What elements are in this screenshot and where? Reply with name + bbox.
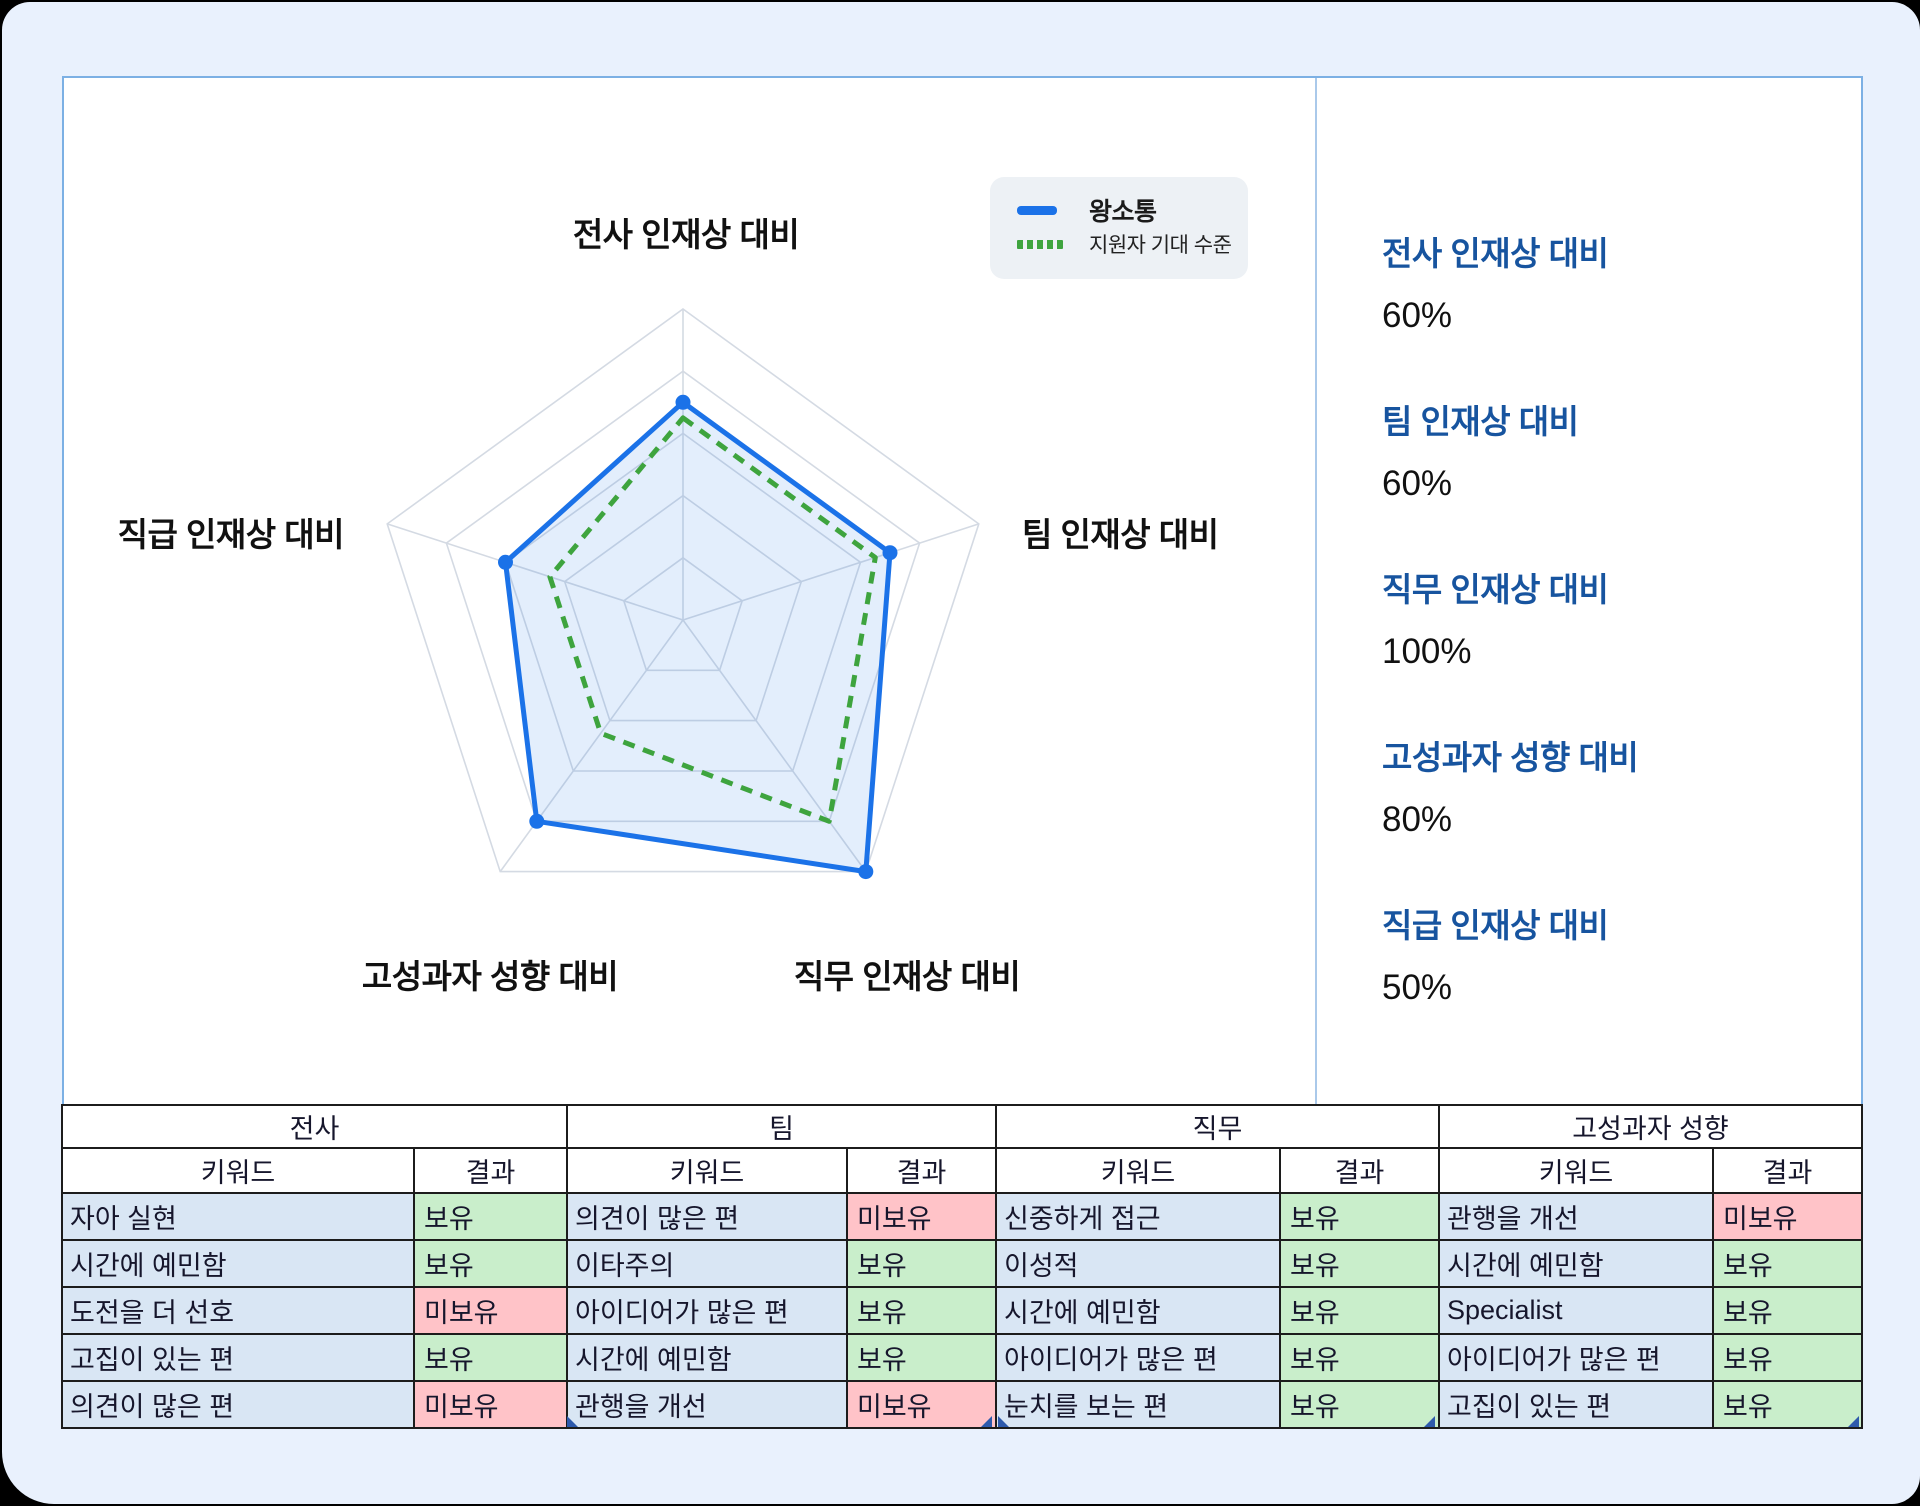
legend-item-expected[interactable]: 지원자 기대 수준 [1017,227,1248,261]
summary-value-rank: 50% [1382,968,1453,1007]
table-result-header: 결과 [1714,1149,1863,1194]
expected-line-swatch-icon [1017,239,1063,249]
table-keyword-cell: 이타주의 [568,1241,848,1288]
table-group-title: 고성과자 성향 [1440,1106,1863,1149]
summary-label-rank: 직급 인재상 대비 [1382,907,1609,944]
table-result-cell: 보유 [1281,1335,1440,1382]
summary-label-job: 직무 인재상 대비 [1382,571,1609,608]
table-keyword-cell: 관행을 개선 [568,1382,848,1429]
table-result-cell: 보유 [1281,1194,1440,1241]
table-keyword-header: 키워드 [568,1149,848,1194]
keyword-result-table: 전사 키워드 결과 자아 실현 보유 시간에 예민함 보유 도전을 더 선호 미보유 고집이 있는… [61,1104,1863,1429]
table-keyword-cell: 시간에 예민함 [1440,1241,1714,1288]
summary-label-company: 전사 인재상 대비 [1382,235,1609,272]
table-keyword-cell: 이성적 [997,1241,1281,1288]
summary-value-job: 100% [1382,632,1472,671]
table-result-cell: 미보유 [415,1382,568,1429]
table-group-title: 팀 [568,1106,997,1149]
table-keyword-header: 키워드 [997,1149,1281,1194]
cell-corner-mark [567,1416,578,1427]
summary-label-high-performer: 고성과자 성향 대비 [1382,739,1639,776]
table-keyword-cell: 자아 실현 [63,1194,415,1241]
table-result-cell: 보유 [1714,1241,1863,1288]
panel-divider [1315,78,1317,1104]
chart-legend: 왕소통 지원자 기대 수준 [990,177,1248,279]
summary-value-high-performer: 80% [1382,800,1453,839]
table-result-cell: 보유 [848,1335,997,1382]
table-keyword-cell: Specialist [1440,1288,1714,1335]
table-result-cell: 미보유 [1714,1194,1863,1241]
legend-candidate-label: 왕소통 [1089,198,1157,226]
radar-axis-team: 팀 인재상 대비 [1022,516,1219,553]
table-result-cell: 보유 [1281,1241,1440,1288]
summary-value-team: 60% [1382,464,1453,503]
table-result-cell: 미보유 [415,1288,568,1335]
table-keyword-cell: 눈치를 보는 편 [997,1382,1281,1429]
table-keyword-cell: 시간에 예민함 [63,1241,415,1288]
cell-corner-mark [1424,1416,1435,1427]
legend-expected-label: 지원자 기대 수준 [1089,234,1232,257]
candidate-line-swatch-icon [1017,205,1057,215]
table-result-cell: 보유 [415,1194,568,1241]
cell-corner-mark [998,1416,1009,1427]
table-keyword-header: 키워드 [1440,1149,1714,1194]
table-keyword-cell: 신중하게 접근 [997,1194,1281,1241]
table-keyword-cell: 아이디어가 많은 편 [997,1335,1281,1382]
legend-item-candidate[interactable]: 왕소통 [1017,193,1248,227]
table-result-header: 결과 [848,1149,997,1194]
table-result-cell: 보유 [848,1288,997,1335]
table-result-cell: 보유 [1714,1382,1863,1429]
table-keyword-cell: 아이디어가 많은 편 [568,1288,848,1335]
table-keyword-cell: 관행을 개선 [1440,1194,1714,1241]
table-result-cell: 보유 [415,1241,568,1288]
table-result-cell: 보유 [1714,1335,1863,1382]
table-result-header: 결과 [1281,1149,1440,1194]
table-group-title: 전사 [63,1106,568,1149]
table-keyword-cell: 의견이 많은 편 [568,1194,848,1241]
table-keyword-cell: 의견이 많은 편 [63,1382,415,1429]
table-result-header: 결과 [415,1149,568,1194]
cell-corner-mark [1848,1416,1859,1427]
table-result-cell: 보유 [1281,1288,1440,1335]
radar-axis-high-performer: 고성과자 성향 대비 [361,958,619,995]
table-group-title: 직무 [997,1106,1440,1149]
cell-corner-mark [981,1416,992,1427]
table-result-cell: 미보유 [848,1382,997,1429]
summary-value-company: 60% [1382,296,1453,335]
table-keyword-cell: 시간에 예민함 [997,1288,1281,1335]
table-keyword-cell: 도전을 더 선호 [63,1288,415,1335]
table-keyword-header: 키워드 [63,1149,415,1194]
table-result-cell: 보유 [1281,1382,1440,1429]
summary-label-team: 팀 인재상 대비 [1382,403,1579,440]
table-result-cell: 보유 [1714,1288,1863,1335]
table-keyword-cell: 고집이 있는 편 [1440,1382,1714,1429]
radar-axis-rank: 직급 인재상 대비 [117,516,345,553]
table-keyword-cell: 고집이 있는 편 [63,1335,415,1382]
table-result-cell: 보유 [848,1241,997,1288]
table-keyword-cell: 시간에 예민함 [568,1335,848,1382]
table-keyword-cell: 아이디어가 많은 편 [1440,1335,1714,1382]
radar-axis-company: 전사 인재상 대비 [572,216,800,253]
table-result-cell: 보유 [415,1335,568,1382]
table-result-cell: 미보유 [848,1194,997,1241]
radar-axis-job: 직무 인재상 대비 [793,958,1021,995]
